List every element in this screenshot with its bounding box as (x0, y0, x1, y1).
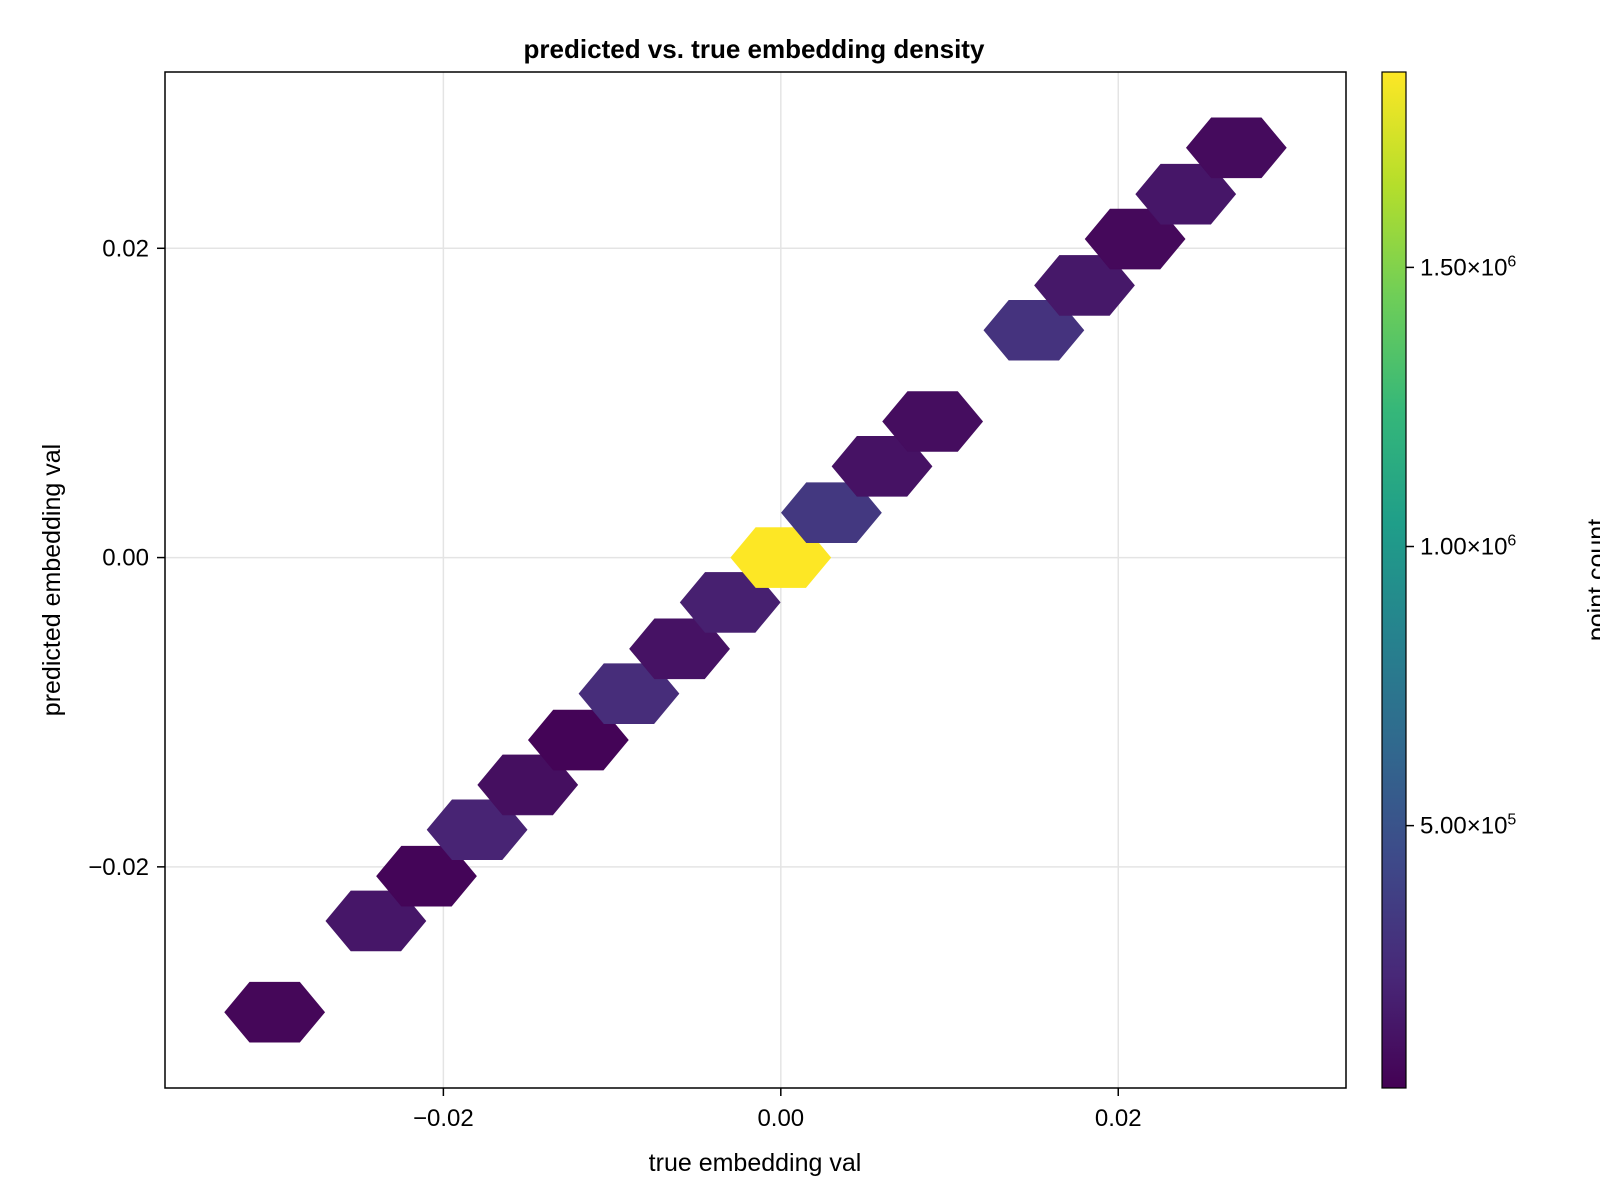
colorbar-tick-label: 5.00×105 (1420, 812, 1516, 840)
hexbin-cell (527, 709, 629, 771)
colorbar-tick-label: 1.00×106 (1420, 533, 1516, 561)
colorbar-ticks: 5.00×105 1.00×106 1.50×106 (1406, 253, 1516, 840)
x-tick-label: 0.00 (757, 1105, 804, 1132)
hexbin-cell (376, 845, 477, 907)
x-tick-label: −0.02 (413, 1105, 474, 1132)
y-tick-label: 0.00 (102, 545, 149, 572)
hexbin-cell (578, 663, 680, 724)
hexbin-cell (629, 618, 730, 680)
hexbin-cell (781, 482, 882, 544)
hexbin-cells (224, 117, 1287, 1043)
x-axis-label: true embedding val (649, 1149, 862, 1177)
hexbin-cell (983, 299, 1085, 361)
hexbin-cell (426, 799, 528, 861)
hexbin-cell (325, 890, 427, 952)
y-axis-ticks: −0.02 0.00 0.02 (88, 235, 165, 881)
y-axis-label: predicted embedding val (38, 444, 66, 716)
y-tick-label: −0.02 (88, 854, 149, 881)
x-tick-label: 0.02 (1095, 1105, 1142, 1132)
colorbar-tick-label: 1.50×106 (1420, 253, 1516, 281)
hexbin-cell (1034, 255, 1135, 316)
hexbin-cell (679, 572, 781, 633)
plot-frame (164, 71, 1347, 1089)
hexbin-cell (224, 981, 326, 1043)
hexbin-cell (730, 527, 832, 588)
hexbin-cell (1135, 163, 1237, 225)
hexbin-cell (882, 391, 984, 452)
colorbar-label: point count (1583, 519, 1600, 641)
hexbin-cell (1185, 117, 1287, 179)
x-axis-ticks: −0.02 0.00 0.02 (413, 1088, 1142, 1132)
y-tick-label: 0.02 (102, 235, 149, 262)
hexbin-cell (1084, 208, 1186, 270)
hexbin-cell (831, 436, 933, 497)
colorbar (1381, 71, 1407, 1089)
hexbin-cell (477, 754, 579, 816)
chart-title: predicted vs. true embedding density (524, 34, 985, 64)
